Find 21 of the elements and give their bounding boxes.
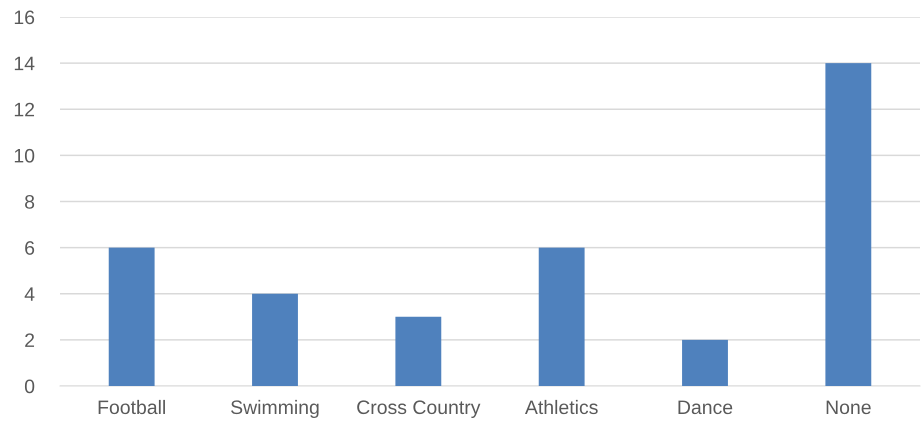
x-tick-label: Athletics (524, 400, 598, 414)
x-tick-label: None (826, 400, 871, 414)
bar (825, 63, 872, 386)
y-tick-label: 8 (25, 194, 34, 209)
bar (108, 248, 155, 386)
x-tick-label: Dance (678, 400, 732, 414)
x-tick-label: Swimming (231, 400, 319, 418)
y-tick-label: 4 (24, 287, 34, 301)
y-tick-label: 12 (14, 102, 34, 116)
bar (682, 340, 728, 386)
bar (395, 316, 442, 386)
x-tick-label: Football (98, 400, 165, 414)
y-tick-label: 10 (14, 148, 34, 163)
bar (538, 248, 585, 386)
y-tick-label: 0 (24, 379, 34, 394)
x-tick-label: Cross Country (357, 400, 480, 418)
y-tick-label: 16 (14, 10, 34, 24)
y-tick-label: 6 (25, 241, 34, 255)
y-tick-label: 2 (25, 333, 34, 347)
bar (252, 294, 298, 386)
y-tick-label: 14 (14, 56, 34, 70)
